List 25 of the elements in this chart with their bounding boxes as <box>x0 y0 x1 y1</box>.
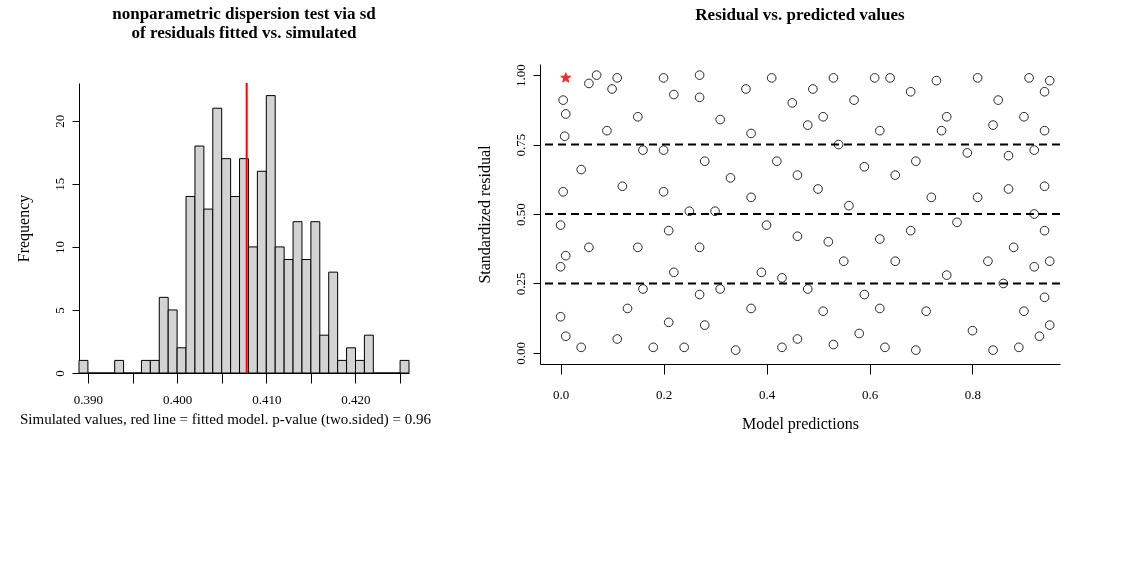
x-tick-label: 0.410 <box>252 391 282 407</box>
y-tick-label: 20 <box>51 114 67 128</box>
y-tick-label: 0.50 <box>512 203 528 226</box>
x-tick-label: 0.8 <box>964 386 982 402</box>
y-tick-label: 10 <box>51 240 67 254</box>
x-tick-label: 0.0 <box>552 386 570 402</box>
y-axis-title: Frequency <box>14 194 33 263</box>
text: Simulated values, red line = fitted model. p-value (two.sided) = 0.96 <box>20 411 431 428</box>
x-tick-label: 0.400 <box>162 391 193 407</box>
y-tick-label: 5 <box>51 307 67 314</box>
chart-title: Residual vs. predicted values <box>695 4 906 24</box>
y-tick-label: 0.75 <box>512 133 528 157</box>
x-tick-label: 0.6 <box>861 386 879 402</box>
x-tick-label: 0.420 <box>341 391 371 407</box>
y-tick-label: 0 <box>51 370 67 377</box>
y-axis-title: Standardized residual <box>475 144 493 284</box>
y-tick-label: 0.25 <box>512 272 528 296</box>
y-tick-label: 0.00 <box>512 342 528 365</box>
chart-title: nonparametric dispersion test via sd of residuals fitted vs. simulated <box>112 4 377 42</box>
y-tick-label: 15 <box>51 177 67 191</box>
x-tick-label: 0.390 <box>73 391 104 407</box>
x-axis-title: Model predictions <box>742 414 859 433</box>
x-tick-label: 0.2 <box>655 386 673 402</box>
x-tick-label: 0.4 <box>758 386 776 402</box>
y-tick-label: 1.00 <box>512 64 528 87</box>
